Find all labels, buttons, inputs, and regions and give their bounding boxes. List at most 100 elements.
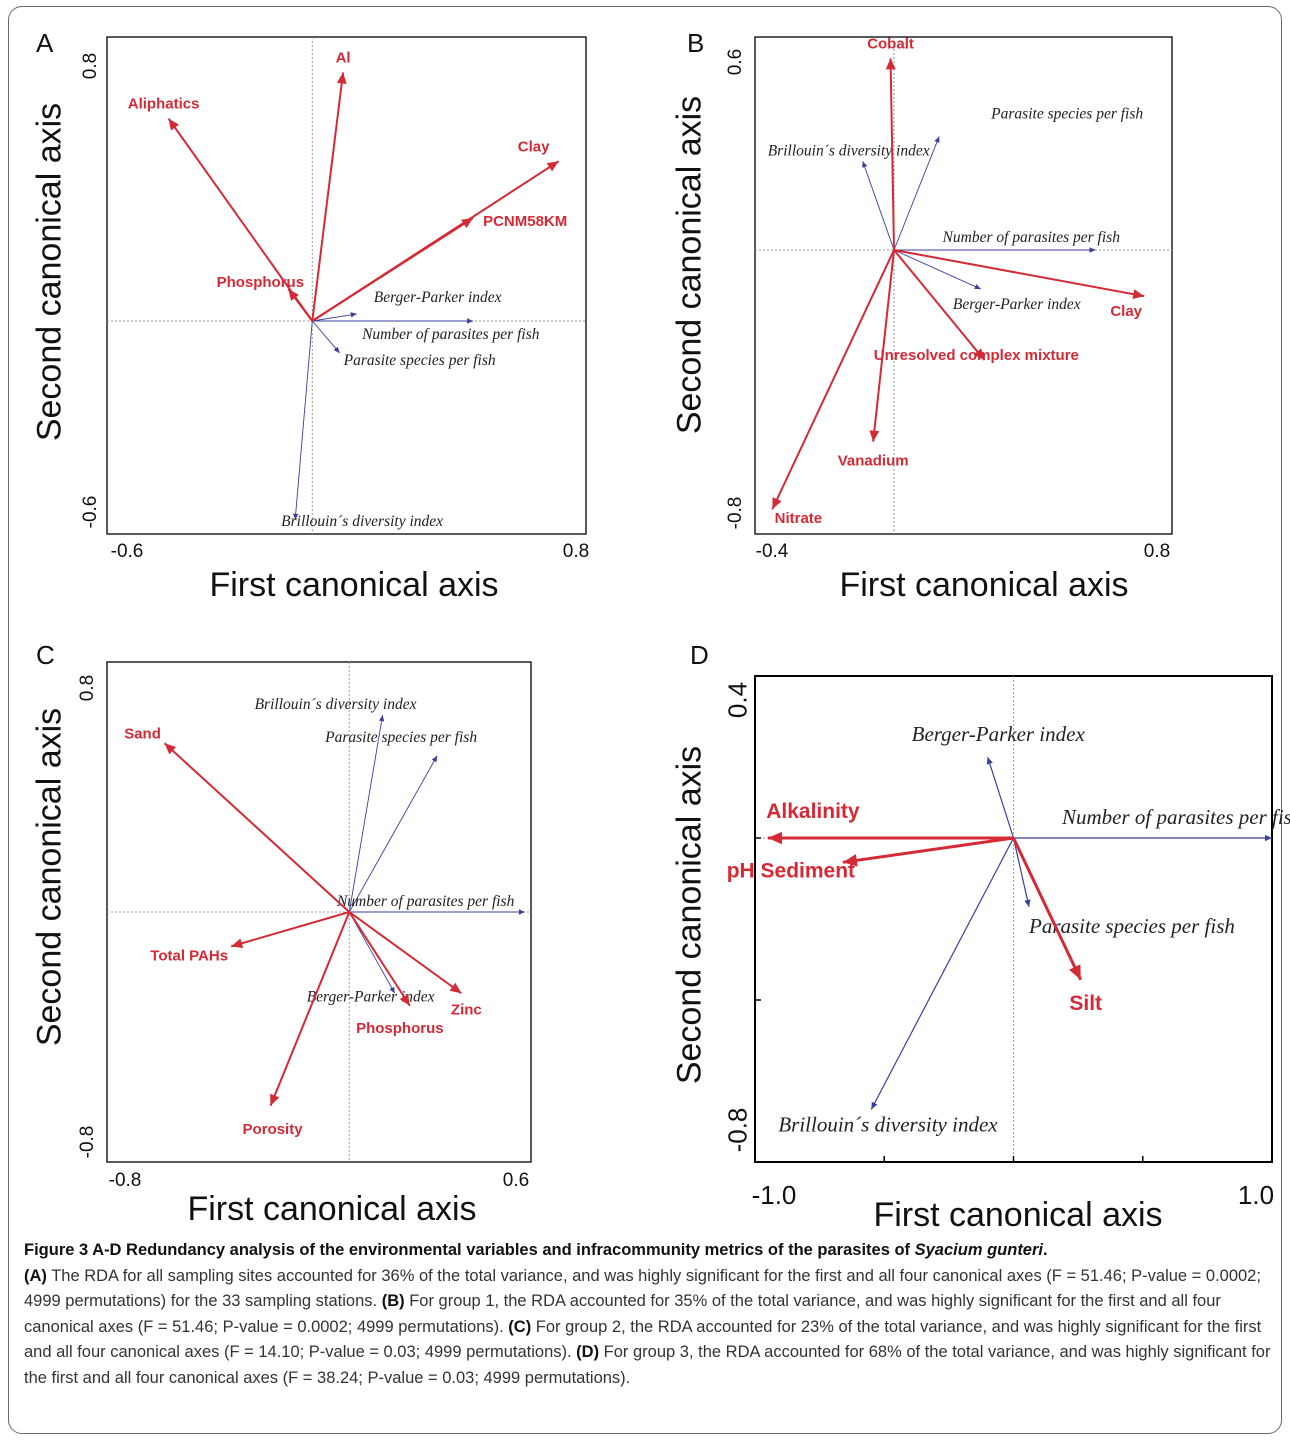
environment-vector	[767, 831, 1014, 845]
x-axis-label-a: First canonical axis	[209, 566, 499, 604]
environment-vector	[348, 911, 411, 1007]
environment-label: Nitrate	[775, 510, 823, 527]
caption-title: Figure 3 A-D Redundancy analysis of the …	[24, 1241, 915, 1259]
x-axis-label-c: First canonical axis	[187, 1190, 477, 1228]
response-vector	[894, 247, 1096, 253]
environment-vector	[869, 249, 895, 442]
environment-vector	[311, 217, 474, 322]
environment-label: Aliphatics	[128, 96, 200, 113]
environment-label: Phosphorus	[217, 274, 305, 291]
x-tick-left-c: -0.8	[108, 1170, 142, 1191]
response-label: Number of parasites per fish	[1061, 805, 1290, 829]
caption-text-c: For group 2, the RDA accounted for 23% o…	[24, 1317, 1262, 1362]
environment-vector	[885, 58, 896, 251]
caption-species: Syacium gunteri	[914, 1241, 1043, 1259]
environment-vector	[893, 249, 1145, 300]
y-tick-top-d: 0.4	[722, 681, 753, 719]
response-vector	[1013, 834, 1272, 842]
caption-text-a: The RDA for all sampling sites accounted…	[24, 1266, 1261, 1311]
response-vector	[349, 909, 525, 915]
response-vector	[870, 837, 1015, 1110]
x-axis-label-d: First canonical axis	[873, 1196, 1163, 1234]
response-vector	[312, 318, 474, 324]
environment-vector	[167, 118, 314, 322]
panel-label-a: A	[36, 28, 54, 58]
response-label: Parasite species per fish	[990, 105, 1143, 122]
environment-label: Clay	[518, 138, 550, 155]
response-vector	[312, 312, 357, 322]
panel-label-b: B	[687, 28, 705, 58]
environment-vector	[771, 249, 895, 510]
environment-vector	[269, 911, 351, 1107]
response-label: Brillouin´s diversity index	[768, 142, 930, 159]
environment-label: Porosity	[243, 1121, 304, 1138]
caption-title-end: .	[1043, 1241, 1048, 1259]
caption-tag-b: (B)	[381, 1292, 405, 1310]
x-tick-right-b: 0.8	[1143, 541, 1171, 562]
response-label: Number of parasites per fish	[942, 229, 1121, 246]
caption-tag-c: (C)	[508, 1317, 532, 1336]
caption-tag-d: (D)	[576, 1343, 600, 1361]
panel-label-d: D	[690, 640, 709, 670]
x-tick-right-a: 0.8	[562, 541, 590, 562]
x-tick-left-d: -1.0	[751, 1180, 797, 1210]
response-label: Number of parasites per fish	[361, 326, 540, 343]
environment-label: Phosphorus	[356, 1020, 444, 1037]
response-vector	[348, 755, 438, 913]
environment-vector	[311, 72, 347, 322]
environment-label: Sand	[124, 725, 161, 742]
x-tick-right-c: 0.6	[502, 1170, 530, 1191]
response-label: Number of parasites per fish	[336, 893, 515, 910]
environment-label: Alkalinity	[766, 800, 860, 823]
response-vector	[986, 756, 1015, 839]
plot-frame	[106, 36, 587, 535]
environment-label: PCNM58KM	[483, 213, 567, 230]
environment-vector	[163, 742, 350, 913]
environment-label: Cobalt	[867, 35, 914, 52]
response-label: Parasite species per fish	[343, 352, 496, 369]
figure-frame	[8, 6, 1282, 1434]
environment-vector	[230, 911, 350, 949]
y-tick-bottom-d: -0.8	[722, 1107, 753, 1153]
figure-caption: Figure 3 A-D Redundancy analysis of the …	[24, 1238, 1274, 1391]
response-vector	[311, 320, 340, 354]
response-label: Berger-Parker index	[374, 289, 502, 306]
caption-text-d: For group 3, the RDA accounted for 68% o…	[24, 1343, 1271, 1387]
y-axis-label-d: Second canonical axis	[670, 745, 709, 1085]
environment-label: pH Sediment	[727, 859, 855, 882]
environment-label: Total PAHs	[150, 947, 228, 964]
x-tick-left-b: -0.4	[755, 541, 789, 562]
environment-vector	[287, 288, 314, 322]
response-vector	[293, 320, 313, 520]
environment-label: Silt	[1069, 992, 1102, 1015]
environment-label: Clay	[1110, 303, 1142, 320]
environment-label: Vanadium	[838, 453, 909, 470]
environment-vector	[842, 836, 1014, 867]
x-axis-label-b: First canonical axis	[839, 566, 1129, 604]
response-label: Brillouin´s diversity index	[778, 1112, 998, 1136]
response-label: Berger-Parker index	[953, 296, 1081, 313]
x-tick-right-d: 1.0	[1237, 1180, 1275, 1210]
plot-frame	[754, 36, 1173, 535]
response-vector	[1012, 837, 1031, 907]
response-label: Parasite species per fish	[1028, 914, 1235, 938]
caption-text-b: For group 1, the RDA accounted for 35% o…	[24, 1292, 1221, 1336]
environment-vector	[348, 911, 462, 995]
response-vector	[348, 715, 385, 913]
response-vector	[893, 249, 982, 290]
environment-vector	[1012, 837, 1083, 981]
response-vector	[893, 136, 940, 251]
response-label: Parasite species per fish	[324, 729, 477, 746]
response-label: Brillouin´s diversity index	[281, 513, 443, 530]
environment-vector	[893, 249, 986, 361]
panel-label-c: C	[36, 640, 55, 670]
environment-label: Al	[336, 50, 351, 67]
response-vector	[862, 161, 895, 251]
response-label: Berger-Parker index	[912, 722, 1086, 746]
environment-label: Zinc	[451, 1001, 482, 1018]
response-label: Brillouin´s diversity index	[255, 696, 417, 713]
